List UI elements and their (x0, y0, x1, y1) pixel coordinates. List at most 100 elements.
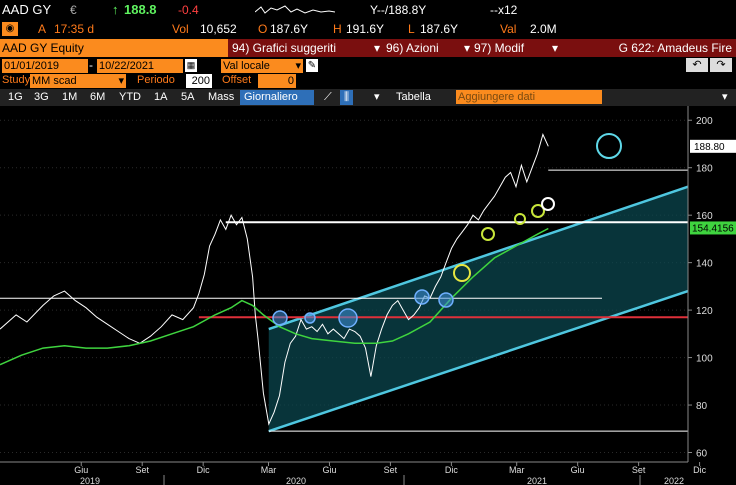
chevron-down-icon[interactable]: ▾ (374, 91, 380, 103)
year-label: 2019 (80, 476, 100, 485)
x-tick-label: Mar (261, 465, 277, 475)
undo-icon[interactable]: ↶ (686, 58, 708, 72)
last-price: 188.8 (124, 2, 157, 17)
range-button-1m[interactable]: 1M (62, 91, 78, 103)
low-value: 187.6Y (420, 22, 459, 36)
y-tick-label: 80 (696, 401, 708, 412)
range-button-6m[interactable]: 6M (90, 91, 106, 103)
range-button-1g[interactable]: 1G (8, 91, 23, 103)
chevron-down-icon: ▾ (118, 75, 124, 87)
high-label: H (333, 22, 342, 36)
calendar-icon[interactable]: ▦ (185, 59, 197, 72)
blue-marker (438, 292, 454, 308)
x-tick-label: Dic (693, 465, 706, 475)
frequency-select[interactable]: Giornaliero (240, 90, 314, 105)
blue-marker (304, 312, 316, 324)
x-tick-label: Giu (74, 465, 88, 475)
price-chart[interactable]: 60 80 100 120 140 160 180 200 Giu Set Dic Mar Giu Set… (0, 106, 736, 485)
quote-details: ◉ A 17:35 d Vol 10,652 O 187.6Y H 191.6Y… (0, 20, 736, 39)
y-tick-label: 120 (696, 306, 713, 317)
range-button-3g[interactable]: 3G (34, 91, 49, 103)
high-value: 191.6Y (346, 22, 385, 36)
price-change: -0.4 (178, 3, 199, 17)
blue-marker (414, 289, 430, 305)
security-title: AAD GY Equity (2, 41, 84, 55)
x-tick-label: Dic (197, 465, 210, 475)
ma-value-label: 154.4156 (692, 223, 734, 234)
channel-lower-line (268, 289, 689, 433)
redo-icon[interactable]: ↷ (710, 58, 732, 72)
y-tick-label: 160 (696, 211, 713, 222)
yellow-marker (514, 213, 526, 225)
chart-toolbar: 1G 3G 1M 6M YTD 1A 5A Mass Giornaliero ⟋… (0, 89, 736, 106)
x-tick-label: Set (632, 465, 646, 475)
table-button[interactable]: Tabella (396, 91, 431, 103)
channel-fill (268, 186, 688, 432)
chevron-down-icon[interactable]: ▾ (722, 91, 728, 103)
add-data-input[interactable]: Aggiungere dati (456, 90, 602, 104)
time-label: A (38, 22, 47, 36)
modify-menu[interactable]: 97) Modif ▾ (470, 39, 562, 57)
line-chart-icon[interactable]: ⟋ (324, 91, 332, 103)
candle-chart-icon[interactable]: ⫼ (340, 90, 354, 105)
marker-circles (272, 133, 622, 328)
last-price-tag (690, 139, 736, 153)
chevron-down-icon: ▾ (463, 41, 470, 55)
range-button-5a[interactable]: 5A (181, 91, 195, 103)
time-value: 17:35 d (54, 22, 95, 36)
study-controls: Study MM scad ▾ Periodo 200 Offset 0 (0, 74, 736, 89)
open-label: O (258, 22, 268, 36)
volume-value: 10,652 (200, 22, 237, 36)
range-button-1a[interactable]: 1A (154, 91, 168, 103)
x-tick-label: Giu (322, 465, 336, 475)
gauge-icon[interactable]: ◉ (2, 22, 18, 36)
quote-bar: AAD GY € ↑ 188.8 -0.4 Y--/188.8Y --x12 (0, 0, 736, 20)
period-input[interactable]: 200 (186, 74, 212, 88)
y-tick-label: 200 (696, 116, 713, 127)
pencil-icon[interactable]: ✎ (306, 59, 318, 72)
currency-select-value: Val locale (223, 60, 270, 72)
open-value: 187.6Y (270, 22, 309, 36)
yellow-marker (453, 264, 471, 282)
actions-label: 96) Azioni (386, 41, 439, 55)
volume-label: Vol (172, 22, 189, 36)
blue-marker (338, 308, 358, 328)
modify-label: 97) Modif (474, 41, 525, 55)
offset-label: Offset (222, 74, 252, 86)
offset-input[interactable]: 0 (258, 74, 296, 88)
range-button-max[interactable]: Mass (208, 91, 235, 103)
suggested-charts-menu[interactable]: 94) Grafici suggeriti ▾ (228, 39, 384, 57)
chevron-down-icon: ▾ (295, 60, 301, 72)
frequency-value: Giornaliero (244, 91, 298, 103)
ma-value-tag (690, 221, 736, 235)
date-to-input[interactable]: 10/22/2021 (97, 59, 183, 73)
range-button-ytd[interactable]: YTD (119, 91, 141, 103)
channel-upper-line (268, 185, 689, 331)
last-price-label: 188.80 (694, 142, 725, 153)
chart-name: G 622: Amadeus Fire (558, 39, 736, 57)
year-label: 2022 (664, 476, 684, 485)
trade-size: --x12 (490, 3, 518, 17)
date-separator: - (89, 58, 93, 72)
study-select[interactable]: MM scad ▾ (30, 74, 126, 88)
study-select-value: MM scad (32, 75, 77, 87)
year-label: 2020 (286, 476, 306, 485)
currency-select[interactable]: Val locale ▾ (221, 59, 303, 73)
low-label: L (408, 22, 415, 36)
suggested-charts-label: 94) Grafici suggeriti (232, 41, 337, 55)
bid-ask: Y--/188.8Y (370, 3, 427, 17)
x-tick-label: Set (384, 465, 398, 475)
moving-average-line (0, 227, 549, 366)
title-bar: AAD GY Equity 94) Grafici suggeriti ▾ 96… (0, 39, 736, 57)
date-from-input[interactable]: 01/01/2019 (2, 59, 88, 73)
ticker-symbol: AAD GY (2, 2, 52, 17)
date-controls: 01/01/2019 - 10/22/2021 ▦ Val locale ▾ ✎… (0, 57, 736, 74)
x-tick-label: Mar (509, 465, 525, 475)
y-tick-label: 140 (696, 259, 713, 270)
yellow-marker (531, 204, 545, 218)
value-label: Val (500, 22, 517, 36)
study-label: Study (2, 74, 31, 86)
actions-menu[interactable]: 96) Azioni ▾ (382, 39, 474, 57)
y-tick-label: 100 (696, 354, 713, 365)
x-tick-label: Dic (445, 465, 458, 475)
